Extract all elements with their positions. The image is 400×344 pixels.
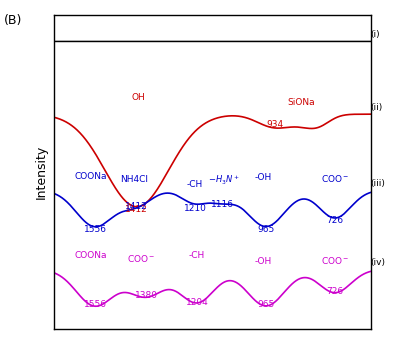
- Text: OH: OH: [132, 93, 145, 101]
- Text: COO$^-$: COO$^-$: [321, 173, 349, 184]
- Text: 1204: 1204: [186, 298, 208, 307]
- Text: 1412: 1412: [126, 205, 148, 214]
- Text: -CH: -CH: [187, 180, 203, 189]
- Text: 1116: 1116: [211, 200, 234, 209]
- Text: (ii): (ii): [370, 103, 382, 111]
- Text: $-H_3N^+$: $-H_3N^+$: [208, 174, 240, 187]
- Text: -OH: -OH: [254, 173, 272, 182]
- Text: 1556: 1556: [84, 225, 107, 234]
- Text: -OH: -OH: [254, 257, 272, 266]
- Text: NH4Cl: NH4Cl: [120, 175, 148, 184]
- Text: 726: 726: [326, 287, 344, 296]
- Text: -CH: -CH: [189, 251, 205, 260]
- Text: COO$^-$: COO$^-$: [128, 253, 156, 264]
- Text: COO$^-$: COO$^-$: [321, 255, 349, 266]
- Text: (i): (i): [370, 30, 380, 39]
- Text: 934: 934: [266, 120, 284, 129]
- Text: (iii): (iii): [370, 179, 385, 187]
- Text: 1380: 1380: [134, 291, 158, 300]
- Text: (iv): (iv): [370, 258, 385, 267]
- Text: 965: 965: [257, 300, 274, 309]
- Text: SiONa: SiONa: [288, 98, 315, 107]
- Text: 1556: 1556: [84, 300, 107, 309]
- Text: 965: 965: [257, 225, 274, 234]
- Text: COONa: COONa: [75, 172, 107, 181]
- Text: 1210: 1210: [184, 204, 206, 213]
- Y-axis label: Intensity: Intensity: [35, 145, 48, 199]
- Text: (B): (B): [4, 14, 22, 27]
- Text: 726: 726: [326, 216, 344, 225]
- Text: COONa: COONa: [75, 251, 107, 260]
- Text: 1412: 1412: [126, 202, 148, 211]
